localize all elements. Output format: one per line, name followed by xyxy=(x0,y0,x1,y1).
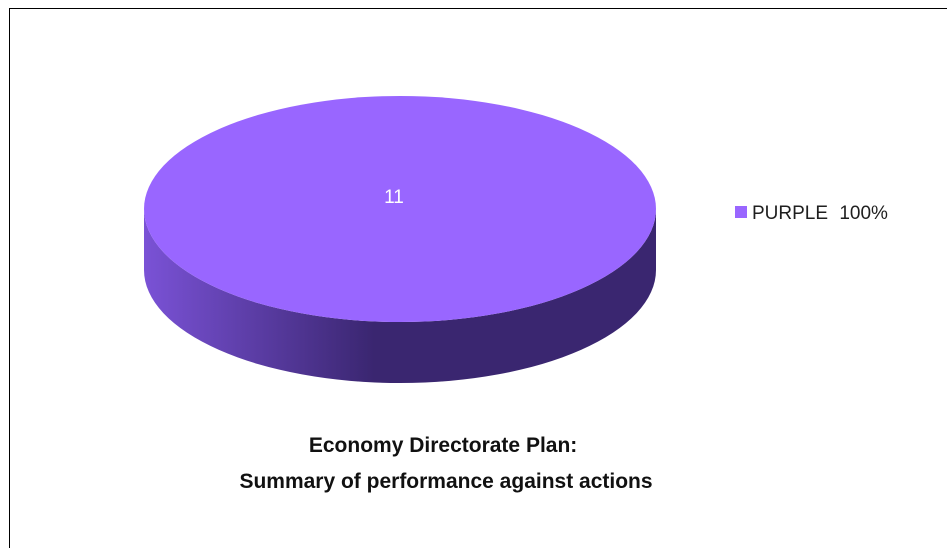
chart-frame xyxy=(9,8,947,548)
chart-title-line-2: Summary of performance against actions xyxy=(239,470,652,493)
slice-value-label: 11 xyxy=(384,187,404,208)
pie-chart: 11 PURPLE 100% Economy Directorate Plan:… xyxy=(144,96,888,493)
legend-swatch-purple xyxy=(735,206,747,218)
chart-title-line-1: Economy Directorate Plan: xyxy=(309,434,577,457)
pie-slice-side xyxy=(144,209,656,383)
pie-slice-purple xyxy=(144,96,656,322)
chart-title: Economy Directorate Plan: Summary of per… xyxy=(239,434,652,493)
legend: PURPLE 100% xyxy=(735,203,888,224)
legend-percent: 100% xyxy=(839,203,888,224)
legend-label: PURPLE xyxy=(752,203,828,224)
legend-item-purple: PURPLE 100% xyxy=(752,203,888,224)
